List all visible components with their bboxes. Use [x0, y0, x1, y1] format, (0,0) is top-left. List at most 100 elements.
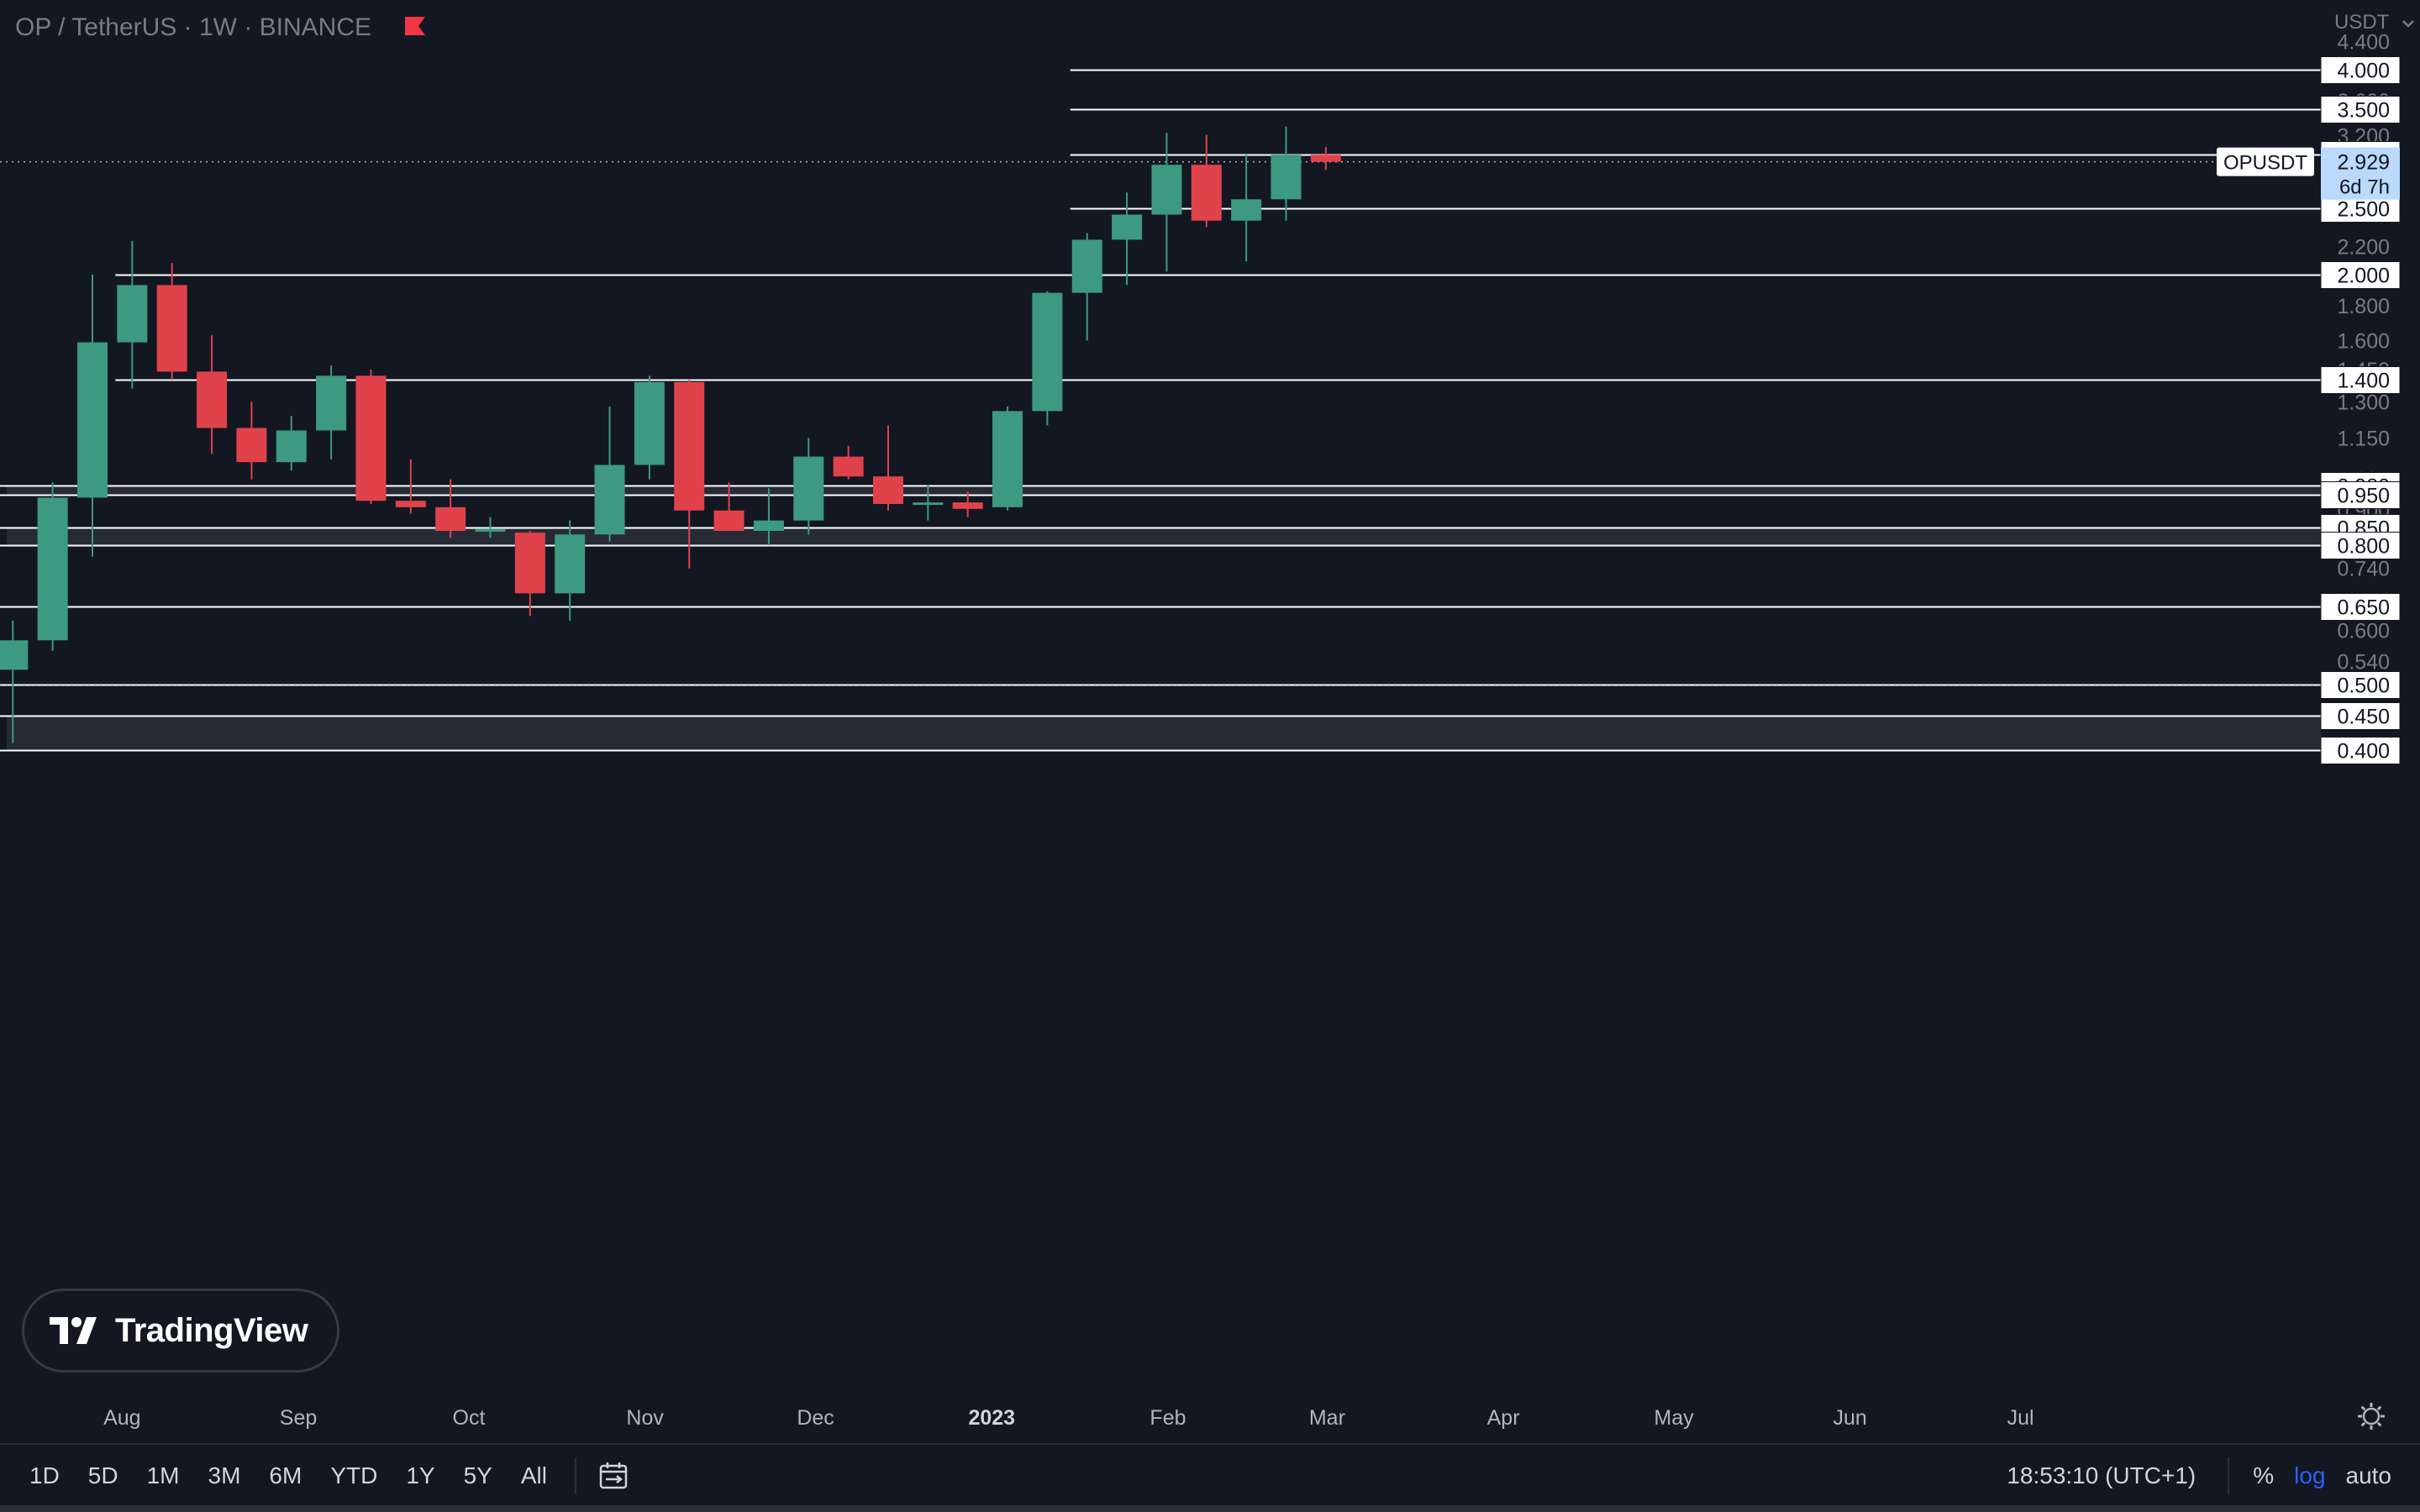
candle[interactable] — [1231, 155, 1262, 262]
candle-body — [156, 285, 187, 372]
level-label: 0.650 — [2337, 596, 2390, 620]
candle[interactable] — [1032, 291, 1063, 426]
timeframe-ytd-button[interactable]: YTD — [330, 1462, 378, 1488]
level-label: 0.950 — [2337, 485, 2390, 508]
symbol-label: OPUSDT — [2223, 152, 2307, 175]
candle[interactable] — [276, 415, 307, 471]
candle[interactable] — [236, 402, 267, 480]
timeframe-1d-button[interactable]: 1D — [29, 1462, 60, 1488]
timeframe-1y-button[interactable]: 1Y — [406, 1462, 435, 1488]
toolbar-separator — [2228, 1457, 2230, 1494]
symbol-title[interactable]: OP / TetherUS · 1W · BINANCE — [15, 13, 371, 41]
level-label: 2.500 — [2337, 198, 2390, 222]
candle[interactable] — [833, 445, 864, 480]
gear-icon-tooth — [2360, 1405, 2366, 1411]
tradingview-logo-text: TradingView — [115, 1311, 308, 1349]
current-price-line-layer — [0, 160, 2321, 685]
candle-body — [713, 510, 744, 532]
gear-icon[interactable] — [2358, 1403, 2385, 1430]
candle[interactable] — [913, 485, 944, 521]
candle[interactable] — [992, 406, 1023, 511]
candle[interactable] — [435, 479, 466, 538]
candle[interactable] — [952, 491, 983, 517]
current-price-value: 2.929 — [2337, 151, 2390, 175]
percent-toggle[interactable]: % — [2253, 1462, 2275, 1488]
level-label: 0.500 — [2337, 675, 2390, 698]
candle[interactable] — [594, 406, 625, 542]
candle[interactable] — [117, 240, 148, 389]
chevron-down-icon[interactable] — [2402, 20, 2414, 28]
candle[interactable] — [395, 459, 426, 514]
gear-icon-tooth — [2376, 1405, 2382, 1411]
candle-body — [117, 285, 148, 343]
candle[interactable] — [475, 517, 506, 538]
auto-toggle[interactable]: auto — [2345, 1462, 2392, 1488]
price-tick-label: 1.150 — [2337, 428, 2390, 451]
time-axis[interactable]: JulAugSepOctNovDec2023FebMarAprMayJunJul — [0, 1403, 2385, 1430]
candle-body — [594, 465, 625, 535]
candle[interactable] — [1071, 233, 1102, 341]
timeframe-5y-button[interactable]: 5Y — [463, 1462, 492, 1488]
candle[interactable] — [156, 263, 187, 381]
candle[interactable] — [1112, 192, 1143, 286]
price-tick-label: 1.300 — [2337, 391, 2390, 414]
timeframe-5d-button[interactable]: 5D — [87, 1462, 118, 1488]
candle[interactable] — [1270, 126, 1302, 221]
level-label-box — [2320, 96, 2401, 123]
candle[interactable] — [0, 620, 29, 743]
level-label-box — [2320, 671, 2401, 699]
candle-body — [1071, 239, 1102, 293]
candle-body — [1191, 165, 1222, 221]
candle-body — [435, 507, 466, 532]
toolbar-right: 18:53:10 (UTC+1) % log auto — [1996, 1445, 2402, 1507]
candle[interactable] — [1191, 134, 1222, 228]
candle[interactable] — [555, 520, 586, 621]
support-zone — [7, 715, 2321, 750]
level-label-box — [2320, 366, 2401, 394]
candle-body — [514, 533, 545, 594]
time-tick-label: Apr — [1487, 1406, 1520, 1430]
candle[interactable] — [713, 482, 744, 532]
timeframe-1m-button[interactable]: 1M — [146, 1462, 180, 1488]
level-label-box — [2320, 261, 2401, 289]
candle[interactable] — [1151, 133, 1182, 272]
candle[interactable] — [634, 375, 665, 480]
candle-body — [276, 430, 307, 463]
level-labels-layer: 4.0003.5003.0002.5002.0001.4000.9800.950… — [2320, 56, 2401, 764]
candle[interactable] — [793, 438, 824, 535]
price-chart[interactable]: 4.4003.6003.2002.2001.8001.6001.4501.300… — [0, 0, 2420, 1443]
price-tick-label: 4.400 — [2337, 30, 2390, 54]
flag-icon[interactable] — [405, 17, 425, 35]
candle[interactable] — [197, 334, 228, 454]
timeframe-6m-button[interactable]: 6M — [269, 1462, 302, 1488]
currency-selector[interactable]: USDT — [2334, 11, 2390, 34]
candle[interactable] — [873, 425, 903, 511]
levels-layer — [0, 69, 2321, 752]
gear-icon-tooth — [2376, 1421, 2382, 1427]
candle-body — [1270, 155, 1302, 200]
timeframe-3m-button[interactable]: 3M — [208, 1462, 241, 1488]
price-tick-label: 1.800 — [2337, 295, 2390, 318]
candle[interactable] — [37, 482, 68, 651]
candle[interactable] — [514, 531, 545, 617]
bottom-toolbar: 1D 5D 1M 3M 6M YTD 1Y 5Y All 18:53:10 (UTC+1) % … — [0, 1443, 2420, 1507]
date-range-icon[interactable] — [590, 1462, 637, 1490]
candle[interactable] — [753, 488, 784, 546]
candle[interactable] — [674, 380, 705, 569]
clock[interactable]: 18:53:10 (UTC+1) — [2007, 1462, 2196, 1488]
candle-body — [634, 381, 665, 465]
level-label: 3.500 — [2337, 99, 2390, 123]
candle-body — [355, 375, 387, 501]
tradingview-logo[interactable]: TradingView — [22, 1289, 339, 1373]
time-tick-label: Jun — [1833, 1406, 1867, 1430]
log-toggle[interactable]: log — [2294, 1462, 2326, 1488]
zones-layer — [7, 485, 2321, 750]
price-tick-label: 0.540 — [2337, 650, 2390, 674]
candle[interactable] — [1310, 146, 1341, 171]
timeframe-all-button[interactable]: All — [520, 1462, 547, 1488]
price-tick-label: 2.200 — [2337, 235, 2390, 259]
candle[interactable] — [77, 274, 108, 557]
candle[interactable] — [355, 369, 387, 505]
candle[interactable] — [316, 365, 347, 459]
candle-body — [1310, 155, 1341, 162]
